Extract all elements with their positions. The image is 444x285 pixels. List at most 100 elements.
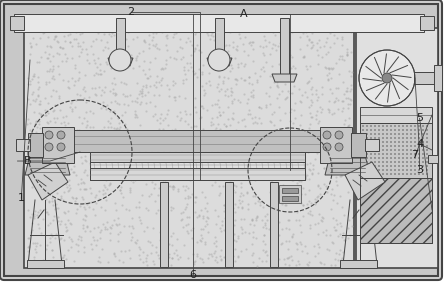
Point [269, 242, 276, 246]
Point [48, 234, 55, 239]
Point [199, 213, 206, 218]
Circle shape [418, 129, 420, 131]
Point [245, 129, 252, 134]
Point [325, 170, 332, 175]
Point [47, 221, 54, 225]
Point [296, 196, 303, 201]
Point [141, 37, 148, 42]
Point [224, 213, 231, 217]
Point [230, 116, 237, 121]
Circle shape [370, 145, 372, 147]
Circle shape [366, 173, 368, 175]
Circle shape [390, 145, 392, 147]
Point [62, 58, 69, 63]
Point [316, 212, 323, 217]
Point [103, 178, 110, 182]
Bar [428, 155, 438, 163]
Circle shape [414, 173, 416, 175]
Point [24, 82, 31, 86]
Point [183, 184, 190, 188]
Point [43, 209, 50, 214]
Point [269, 111, 276, 116]
Point [306, 111, 313, 115]
Point [128, 216, 135, 221]
Circle shape [418, 153, 420, 155]
Point [328, 154, 335, 159]
Circle shape [406, 153, 408, 155]
Point [59, 115, 66, 119]
Point [155, 185, 162, 190]
Point [191, 259, 198, 264]
Point [39, 30, 46, 35]
Point [54, 115, 61, 120]
Point [41, 113, 48, 117]
Point [259, 239, 266, 243]
Point [312, 139, 319, 143]
Point [208, 155, 215, 160]
Point [114, 125, 121, 130]
Point [32, 172, 40, 176]
Point [130, 37, 137, 42]
Point [224, 187, 231, 192]
Point [245, 97, 252, 101]
Point [162, 185, 169, 190]
Point [71, 144, 79, 148]
Point [192, 105, 199, 109]
Point [263, 226, 270, 231]
Point [180, 243, 187, 247]
Point [338, 235, 345, 239]
Point [234, 234, 242, 238]
Point [291, 136, 298, 141]
Point [225, 105, 232, 109]
Point [258, 106, 265, 111]
Point [111, 254, 119, 258]
Point [231, 232, 238, 236]
Circle shape [362, 169, 364, 171]
Point [133, 54, 140, 58]
Point [120, 102, 127, 107]
Point [278, 169, 285, 173]
Point [184, 256, 191, 260]
Point [321, 65, 329, 69]
Point [147, 239, 154, 244]
Point [290, 188, 297, 193]
Point [148, 251, 155, 256]
Point [163, 34, 170, 38]
Point [187, 124, 194, 129]
Point [317, 160, 325, 164]
Point [106, 62, 113, 67]
Point [159, 245, 166, 249]
Point [137, 256, 144, 261]
Point [46, 44, 53, 48]
Point [301, 243, 309, 248]
Point [250, 129, 257, 134]
Point [107, 238, 114, 242]
Point [103, 197, 110, 202]
Point [163, 47, 170, 52]
Point [232, 77, 239, 82]
Point [222, 124, 230, 129]
Point [56, 45, 63, 50]
Point [253, 217, 260, 222]
Point [299, 202, 306, 207]
Point [317, 45, 324, 49]
Point [31, 263, 38, 268]
Point [194, 142, 201, 146]
Point [143, 130, 151, 135]
Point [303, 251, 310, 255]
Point [101, 227, 108, 231]
Point [332, 167, 339, 171]
Point [157, 83, 164, 87]
Point [24, 117, 31, 122]
Point [242, 172, 249, 177]
Point [99, 222, 107, 226]
Point [192, 110, 199, 115]
Point [205, 165, 212, 169]
Circle shape [410, 133, 412, 135]
Circle shape [370, 153, 372, 155]
Point [348, 172, 355, 176]
Point [167, 263, 174, 267]
Point [131, 131, 139, 136]
Point [247, 156, 254, 160]
Point [60, 210, 67, 215]
